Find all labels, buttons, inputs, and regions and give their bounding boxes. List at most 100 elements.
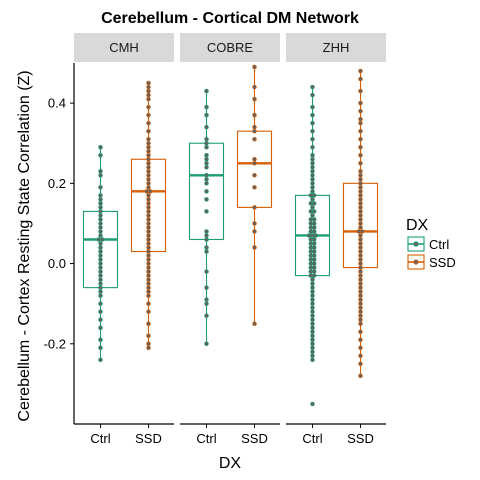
data-point bbox=[310, 128, 315, 134]
data-points bbox=[144, 80, 153, 351]
data-point bbox=[98, 337, 103, 343]
data-point bbox=[358, 233, 363, 238]
data-point bbox=[146, 241, 151, 246]
legend-title: DX bbox=[406, 217, 429, 234]
data-point bbox=[311, 201, 317, 206]
data-point bbox=[358, 217, 363, 222]
data-point bbox=[310, 321, 315, 326]
data-point bbox=[204, 209, 209, 214]
data-point bbox=[311, 217, 317, 222]
legend-swatch-point bbox=[413, 259, 419, 265]
data-point bbox=[358, 285, 363, 290]
data-point bbox=[146, 177, 151, 182]
data-point bbox=[358, 277, 363, 282]
data-point bbox=[358, 257, 363, 262]
data-point bbox=[358, 297, 363, 302]
data-point bbox=[204, 140, 209, 146]
data-point bbox=[358, 289, 363, 294]
data-point bbox=[311, 237, 317, 242]
data-point bbox=[146, 88, 151, 94]
data-point bbox=[252, 136, 257, 142]
data-point bbox=[98, 233, 103, 238]
x-tick-label: SSD bbox=[241, 431, 268, 446]
data-point bbox=[146, 136, 151, 142]
data-point bbox=[310, 353, 315, 359]
data-point bbox=[146, 301, 151, 306]
data-point bbox=[98, 221, 103, 226]
data-point bbox=[204, 144, 209, 150]
data-point bbox=[310, 173, 315, 178]
data-point bbox=[146, 333, 151, 339]
data-point bbox=[204, 173, 209, 178]
data-point bbox=[146, 165, 151, 170]
data-point bbox=[358, 301, 363, 306]
data-point bbox=[310, 345, 315, 351]
data-point bbox=[359, 229, 365, 234]
box-cobre-ssd bbox=[236, 64, 273, 326]
data-point bbox=[358, 261, 363, 266]
legend-swatch-point bbox=[413, 241, 419, 247]
data-point bbox=[252, 321, 257, 326]
data-point bbox=[358, 181, 363, 186]
data-point bbox=[358, 305, 363, 310]
data-point bbox=[358, 185, 363, 190]
data-point bbox=[252, 124, 257, 130]
data-point bbox=[98, 293, 103, 298]
data-point bbox=[146, 309, 151, 314]
data-point bbox=[358, 153, 363, 158]
data-point bbox=[311, 269, 317, 274]
data-point bbox=[147, 189, 153, 194]
data-point bbox=[358, 173, 363, 178]
data-point bbox=[358, 265, 363, 270]
data-point bbox=[313, 233, 319, 238]
data-point bbox=[311, 225, 317, 230]
data-point bbox=[98, 261, 103, 266]
box-cmh-ctrl bbox=[82, 144, 119, 363]
legend: DX Ctrl SSD bbox=[406, 217, 456, 270]
data-point bbox=[252, 245, 257, 250]
data-point bbox=[146, 265, 151, 270]
data-point bbox=[358, 128, 363, 134]
data-point bbox=[311, 221, 317, 226]
data-point bbox=[146, 185, 151, 190]
data-point bbox=[98, 173, 103, 178]
data-point bbox=[310, 357, 315, 363]
data-point bbox=[146, 221, 151, 226]
legend-label-ctrl: Ctrl bbox=[429, 237, 449, 252]
data-point bbox=[146, 120, 151, 126]
data-point bbox=[310, 297, 315, 302]
data-point bbox=[358, 100, 363, 106]
legend-key-ssd: SSD bbox=[407, 254, 456, 270]
data-points bbox=[356, 68, 365, 379]
data-point bbox=[146, 281, 151, 286]
data-point bbox=[98, 169, 103, 174]
data-point bbox=[310, 317, 315, 322]
data-point bbox=[98, 285, 103, 290]
data-point bbox=[252, 112, 257, 118]
data-point bbox=[310, 289, 315, 294]
facet-cmh: CMH Ctrl SSD bbox=[74, 33, 174, 446]
data-point bbox=[98, 317, 103, 322]
data-point bbox=[146, 257, 151, 262]
data-point bbox=[98, 185, 103, 190]
data-point bbox=[98, 144, 103, 150]
data-point bbox=[98, 357, 103, 363]
data-point bbox=[98, 153, 103, 158]
data-point bbox=[98, 269, 103, 274]
data-point bbox=[146, 253, 151, 258]
data-point bbox=[146, 144, 151, 150]
data-point bbox=[358, 237, 363, 242]
data-point bbox=[358, 144, 363, 150]
data-point bbox=[310, 144, 315, 150]
facet-strip-label: COBRE bbox=[207, 40, 254, 55]
data-point bbox=[98, 197, 103, 202]
facet-strip bbox=[180, 33, 280, 62]
data-point bbox=[98, 309, 103, 314]
data-point bbox=[98, 209, 103, 214]
data-point bbox=[358, 361, 363, 367]
data-point bbox=[146, 261, 151, 266]
facet-strip-label: CMH bbox=[109, 40, 139, 55]
data-point bbox=[252, 205, 257, 210]
data-point bbox=[310, 136, 315, 142]
legend-key-ctrl: Ctrl bbox=[407, 236, 449, 252]
